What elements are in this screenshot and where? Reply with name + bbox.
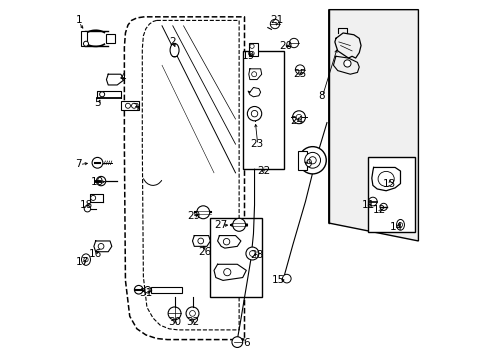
Circle shape [245,247,258,260]
Text: 7: 7 [75,159,82,169]
Bar [242,51,284,169]
Text: 26: 26 [198,247,211,257]
Text: 3: 3 [132,103,138,113]
Bar [210,218,262,297]
Circle shape [98,243,104,249]
Circle shape [131,103,136,108]
Text: 5: 5 [94,98,101,108]
Text: 30: 30 [168,317,181,327]
Circle shape [144,287,151,293]
Circle shape [308,157,316,164]
Text: 14: 14 [389,222,403,231]
Text: 20: 20 [279,41,292,50]
Circle shape [296,114,301,120]
Ellipse shape [396,220,404,230]
Circle shape [223,269,230,276]
Bar [367,157,414,232]
Circle shape [189,311,195,316]
Text: 23: 23 [250,139,263,149]
Ellipse shape [170,43,179,57]
Circle shape [196,206,209,219]
Text: 8: 8 [318,91,324,101]
Circle shape [84,206,90,212]
Text: 16: 16 [88,248,102,258]
Text: 10: 10 [91,177,104,187]
Ellipse shape [377,171,393,186]
Circle shape [134,285,142,294]
Circle shape [251,111,257,117]
Circle shape [292,111,305,124]
Circle shape [83,257,88,262]
Circle shape [304,152,320,168]
Circle shape [368,197,376,206]
Bar [121,102,139,110]
Circle shape [185,307,199,320]
Text: 17: 17 [76,257,89,267]
Text: 32: 32 [185,317,199,327]
Circle shape [398,223,402,227]
Circle shape [90,195,96,201]
Text: 27: 27 [214,220,227,230]
Circle shape [92,157,102,168]
Text: 12: 12 [371,206,385,216]
Circle shape [289,39,298,48]
Circle shape [343,60,350,67]
Text: 15: 15 [271,275,285,285]
Circle shape [168,307,181,320]
Circle shape [251,72,256,77]
Circle shape [295,65,304,74]
Circle shape [83,41,88,46]
Text: 18: 18 [79,200,92,210]
Text: 24: 24 [289,116,303,126]
Text: 21: 21 [269,15,283,26]
Text: 22: 22 [257,166,270,176]
Text: 4: 4 [119,73,125,83]
Circle shape [247,107,261,121]
Circle shape [223,238,229,245]
Text: 28: 28 [250,250,263,260]
Circle shape [249,251,255,256]
Circle shape [96,176,105,186]
Circle shape [249,44,254,48]
Text: 25: 25 [293,69,306,79]
Text: 19: 19 [241,51,254,61]
Circle shape [232,219,245,231]
Text: 13: 13 [382,179,396,189]
Text: 6: 6 [243,338,249,348]
Text: 1: 1 [75,15,82,26]
Text: 9: 9 [305,159,312,169]
Circle shape [100,92,104,97]
Text: 31: 31 [139,288,152,298]
Circle shape [231,337,242,347]
Bar [248,42,257,56]
Bar [151,287,182,293]
Polygon shape [328,10,418,241]
Bar [81,31,86,45]
Text: 2: 2 [169,37,176,47]
Bar [106,34,115,43]
Circle shape [249,51,254,55]
Circle shape [298,147,325,174]
Bar [297,150,306,170]
Circle shape [270,19,279,29]
Text: 11: 11 [361,200,374,210]
Ellipse shape [81,254,90,265]
Circle shape [198,238,203,244]
Circle shape [282,274,290,283]
Circle shape [379,203,386,211]
Circle shape [125,103,130,108]
Text: 29: 29 [187,211,201,221]
